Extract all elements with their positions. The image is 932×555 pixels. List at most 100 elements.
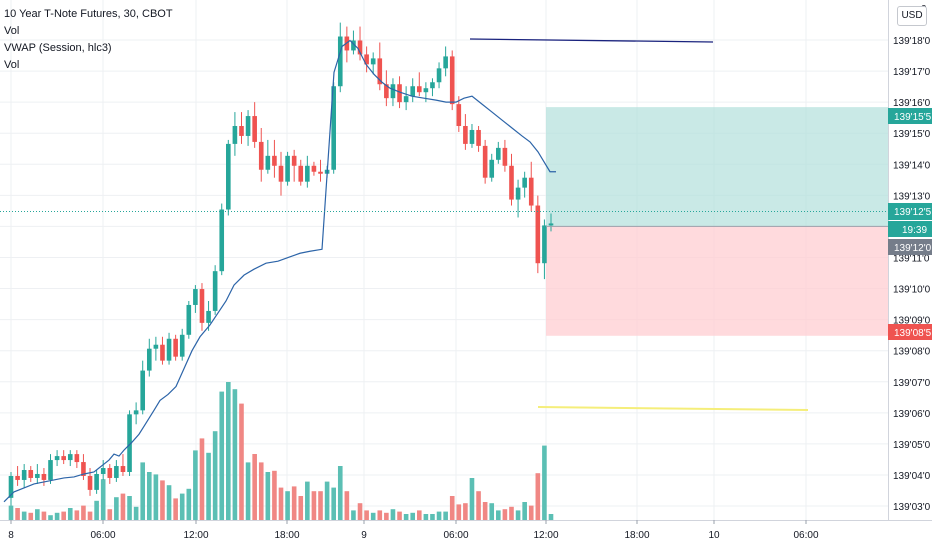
target-price-label-bg xyxy=(888,108,932,124)
candle-body xyxy=(239,126,244,136)
candle-body xyxy=(21,470,27,480)
candle-body xyxy=(377,58,383,85)
volume-bar xyxy=(239,403,244,520)
volume-bar xyxy=(15,508,20,520)
candle-body xyxy=(449,56,455,105)
entry-price-label-bg xyxy=(888,239,932,255)
y-tick-label: 139'07'0 xyxy=(893,378,931,389)
candle-body xyxy=(146,348,152,371)
candle-body xyxy=(528,177,534,206)
candle-body xyxy=(272,155,277,166)
volume-bar xyxy=(469,478,475,520)
legend-vol[interactable]: Vol xyxy=(4,25,20,37)
candle-body xyxy=(100,468,106,474)
candle-body xyxy=(140,370,146,411)
volume-bar xyxy=(265,472,271,520)
currency-button[interactable]: USD xyxy=(897,6,927,26)
legend-title[interactable]: 10 Year T-Note Futures, 30, CBOT xyxy=(4,8,173,20)
volume-bar xyxy=(416,510,422,520)
y-tick-label: 139'05'0 xyxy=(893,440,931,451)
y-tick-label: 139'08'0 xyxy=(893,347,931,358)
candle-body xyxy=(416,86,422,93)
volume-bar xyxy=(87,511,93,520)
volume-bar xyxy=(120,493,126,520)
volume-bar xyxy=(81,505,86,520)
volume-bar xyxy=(127,496,132,520)
candle-body xyxy=(291,155,297,166)
legend-vol-ma[interactable]: Vol xyxy=(4,59,20,71)
volume-bar xyxy=(384,512,389,520)
candle-body xyxy=(331,86,336,170)
trendline[interactable] xyxy=(469,38,714,43)
candle-body xyxy=(436,68,442,83)
y-tick-label: 139'18'0 xyxy=(893,36,931,47)
volume-bar xyxy=(318,491,323,520)
candle-body xyxy=(403,96,409,103)
volume-bar xyxy=(114,497,119,520)
x-tick-label: 9 xyxy=(361,530,367,541)
candle-body xyxy=(278,165,284,182)
volume-bar xyxy=(226,382,231,520)
volume-bar xyxy=(285,491,290,520)
volume-bar xyxy=(542,445,547,520)
volume-bar xyxy=(28,512,34,520)
y-tick-label: 139'06'0 xyxy=(893,409,931,420)
volume-bar xyxy=(337,466,343,520)
y-axis-ticks: 139'18'0 139'17'0 139'16'0 139'15'0 139'14'0… xyxy=(893,36,931,513)
candle-body xyxy=(397,84,402,103)
volume-bar xyxy=(436,511,442,520)
volume-bar xyxy=(48,515,53,520)
stop-zone[interactable] xyxy=(546,226,888,336)
volume-bar xyxy=(351,510,356,520)
vwap-line xyxy=(3,39,556,503)
candle-body xyxy=(226,143,231,210)
candle-body xyxy=(252,116,257,142)
volume-bar xyxy=(370,512,376,520)
volume-bar xyxy=(140,462,146,520)
target-price-label: 139'15'5 xyxy=(894,112,932,123)
volume-bar xyxy=(206,452,211,520)
candle-layer xyxy=(8,22,554,506)
legend: 10 Year T-Note Futures, 30, CBOT Vol VWA… xyxy=(4,6,173,74)
y-tick-label: 139'11'0 xyxy=(893,253,930,264)
volume-bar xyxy=(133,506,139,520)
candle-body xyxy=(193,289,198,305)
y-tick-label: 139'09'0 xyxy=(893,316,931,327)
candle-body xyxy=(298,165,304,182)
y-tick-label: 139'10'0 xyxy=(893,285,931,296)
x-tick-label: 10 xyxy=(708,530,720,541)
horizontal-ray-yellow[interactable] xyxy=(537,406,809,411)
price-axis[interactable]: 139'18'0 139'17'0 139'16'0 139'15'0 139'14'0… xyxy=(888,0,932,520)
candle-body xyxy=(423,88,429,93)
volume-bar xyxy=(390,509,396,520)
candle-body xyxy=(311,165,317,172)
y-tick-label: 139'16'0 xyxy=(893,98,931,109)
time-axis[interactable]: 8 06:00 12:00 18:00 9 06:00 12:00 18:00 10 06:00 xyxy=(0,520,932,550)
target-zone[interactable] xyxy=(546,107,888,227)
volume-bar xyxy=(311,491,317,520)
volume-bar xyxy=(482,502,488,520)
position-zones[interactable] xyxy=(546,107,888,336)
candle-body xyxy=(160,344,165,361)
volume-bar xyxy=(502,509,508,520)
stop-price-label: 139'08'5 xyxy=(894,328,932,339)
volume-bar xyxy=(179,493,185,520)
volume-bar xyxy=(146,472,152,520)
volume-bar xyxy=(166,485,172,520)
legend-vwap[interactable]: VWAP (Session, hlc3) xyxy=(4,42,112,54)
candle-body xyxy=(370,58,376,65)
volume-bar xyxy=(74,510,80,520)
candle-body xyxy=(61,456,66,461)
candle-body xyxy=(364,54,369,65)
volume-bar xyxy=(515,510,521,520)
volume-bar xyxy=(522,502,527,520)
candle-body xyxy=(542,225,547,264)
candle-body xyxy=(285,155,290,182)
candle-body xyxy=(522,177,527,188)
volume-bar xyxy=(252,454,257,520)
volume-bar xyxy=(54,512,60,520)
volume-bar xyxy=(94,500,99,520)
x-tick-label: 06:00 xyxy=(793,530,818,541)
